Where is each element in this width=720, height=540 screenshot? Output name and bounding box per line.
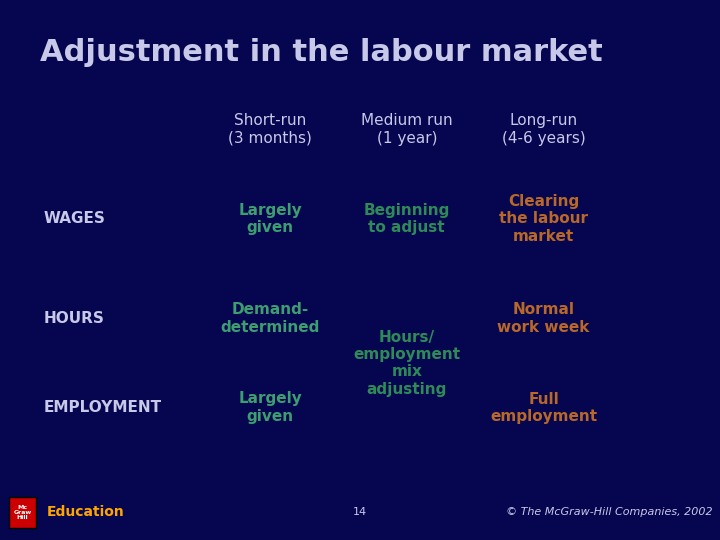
Text: Long-run
(4-6 years): Long-run (4-6 years) [502, 113, 585, 146]
Text: Medium run
(1 year): Medium run (1 year) [361, 113, 453, 146]
Text: Mc
Graw
Hill: Mc Graw Hill [13, 504, 32, 521]
Text: Full
employment: Full employment [490, 392, 597, 424]
Text: Education: Education [47, 505, 125, 519]
Text: HOURS: HOURS [43, 311, 104, 326]
Text: Hours/
employment
mix
adjusting: Hours/ employment mix adjusting [354, 329, 460, 397]
Text: Largely
given: Largely given [238, 392, 302, 424]
Text: © The McGraw-Hill Companies, 2002: © The McGraw-Hill Companies, 2002 [506, 508, 713, 517]
Text: Adjustment in the labour market: Adjustment in the labour market [40, 38, 603, 67]
Text: Clearing
the labour
market: Clearing the labour market [499, 194, 588, 244]
Text: Beginning
to adjust: Beginning to adjust [364, 202, 450, 235]
Text: WAGES: WAGES [43, 211, 105, 226]
Text: 14: 14 [353, 508, 367, 517]
Text: Largely
given: Largely given [238, 202, 302, 235]
Text: Normal
work week: Normal work week [498, 302, 590, 335]
Text: EMPLOYMENT: EMPLOYMENT [43, 400, 161, 415]
FancyBboxPatch shape [9, 497, 36, 528]
Text: Short-run
(3 months): Short-run (3 months) [228, 113, 312, 146]
Text: Demand-
determined: Demand- determined [220, 302, 320, 335]
